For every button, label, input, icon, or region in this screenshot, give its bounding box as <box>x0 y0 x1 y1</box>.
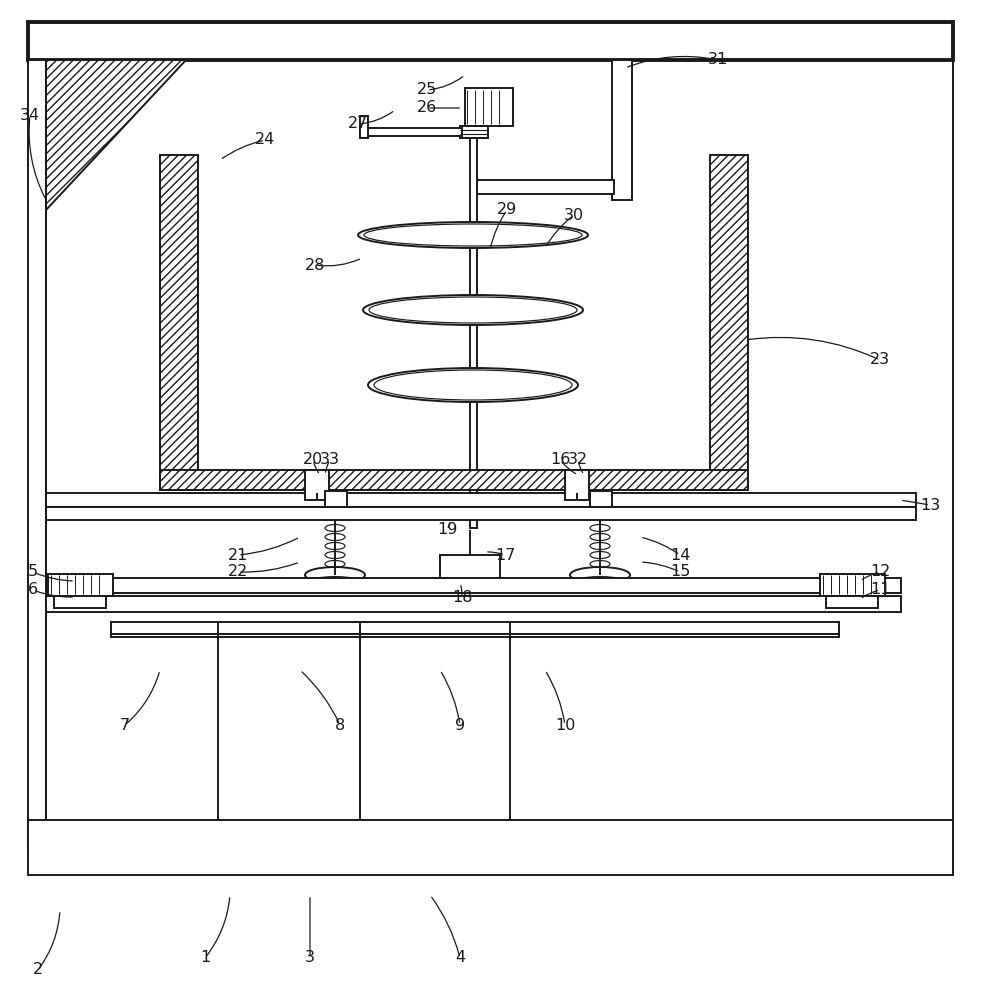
Text: 11: 11 <box>870 582 890 597</box>
Bar <box>612 60 632 200</box>
Text: 24: 24 <box>255 132 275 147</box>
Bar <box>826 596 878 608</box>
Text: 16: 16 <box>549 452 570 468</box>
Bar <box>565 470 589 500</box>
Bar <box>325 491 347 507</box>
Text: 5: 5 <box>27 564 38 580</box>
Ellipse shape <box>590 542 610 550</box>
Text: 22: 22 <box>228 564 248 580</box>
Bar <box>111 634 839 637</box>
Text: 14: 14 <box>670 548 691 562</box>
Text: 9: 9 <box>455 718 465 732</box>
Bar <box>820 574 885 596</box>
Ellipse shape <box>325 542 345 550</box>
Ellipse shape <box>325 534 345 540</box>
Ellipse shape <box>590 534 610 540</box>
Text: 12: 12 <box>870 564 890 580</box>
Bar <box>710 155 748 490</box>
Text: 4: 4 <box>455 950 465 966</box>
Ellipse shape <box>325 552 345 558</box>
Ellipse shape <box>325 560 345 568</box>
Bar <box>305 470 329 500</box>
Text: 17: 17 <box>494 548 515 562</box>
Bar <box>28 22 953 60</box>
Text: 33: 33 <box>320 452 340 468</box>
Text: 21: 21 <box>228 548 248 562</box>
Bar <box>360 116 368 138</box>
Text: 34: 34 <box>20 107 40 122</box>
Bar <box>160 155 198 490</box>
Text: 1: 1 <box>200 950 210 966</box>
Bar <box>477 180 614 194</box>
Text: 32: 32 <box>568 452 588 468</box>
Ellipse shape <box>590 560 610 568</box>
Polygon shape <box>46 60 186 210</box>
Text: 27: 27 <box>348 116 368 131</box>
Bar <box>46 596 901 612</box>
Text: 31: 31 <box>708 52 728 68</box>
Ellipse shape <box>358 222 588 248</box>
Bar <box>46 578 901 593</box>
Text: 15: 15 <box>670 564 691 580</box>
Bar <box>46 493 916 507</box>
Text: 7: 7 <box>120 718 130 732</box>
Text: 20: 20 <box>303 452 323 468</box>
Ellipse shape <box>305 567 365 583</box>
Text: 30: 30 <box>564 208 584 223</box>
Ellipse shape <box>325 524 345 532</box>
Ellipse shape <box>590 552 610 558</box>
Text: 19: 19 <box>437 522 457 538</box>
Bar <box>160 470 748 490</box>
Bar <box>54 596 106 608</box>
Text: 10: 10 <box>555 718 575 732</box>
Ellipse shape <box>590 524 610 532</box>
Bar <box>46 507 916 520</box>
Ellipse shape <box>363 295 583 325</box>
Text: 25: 25 <box>417 83 438 98</box>
Bar <box>460 126 488 138</box>
Bar <box>111 622 839 634</box>
Bar <box>465 88 513 126</box>
Text: 23: 23 <box>870 353 890 367</box>
Text: 8: 8 <box>335 718 345 732</box>
Text: 28: 28 <box>305 257 325 272</box>
Text: 2: 2 <box>33 962 43 978</box>
Bar <box>48 574 113 596</box>
Text: 13: 13 <box>920 497 940 512</box>
Bar <box>470 138 477 528</box>
Ellipse shape <box>368 368 578 402</box>
Text: 26: 26 <box>417 101 438 115</box>
Bar <box>198 155 710 470</box>
Text: 18: 18 <box>451 590 472 605</box>
Bar <box>360 128 462 136</box>
Text: 3: 3 <box>305 950 315 966</box>
Bar <box>28 60 46 850</box>
Bar <box>440 555 500 583</box>
Bar <box>28 820 953 875</box>
Ellipse shape <box>302 577 368 593</box>
Text: 29: 29 <box>496 202 517 218</box>
Text: 6: 6 <box>27 582 38 597</box>
Bar <box>590 491 612 507</box>
Ellipse shape <box>567 577 633 593</box>
Ellipse shape <box>570 567 630 583</box>
